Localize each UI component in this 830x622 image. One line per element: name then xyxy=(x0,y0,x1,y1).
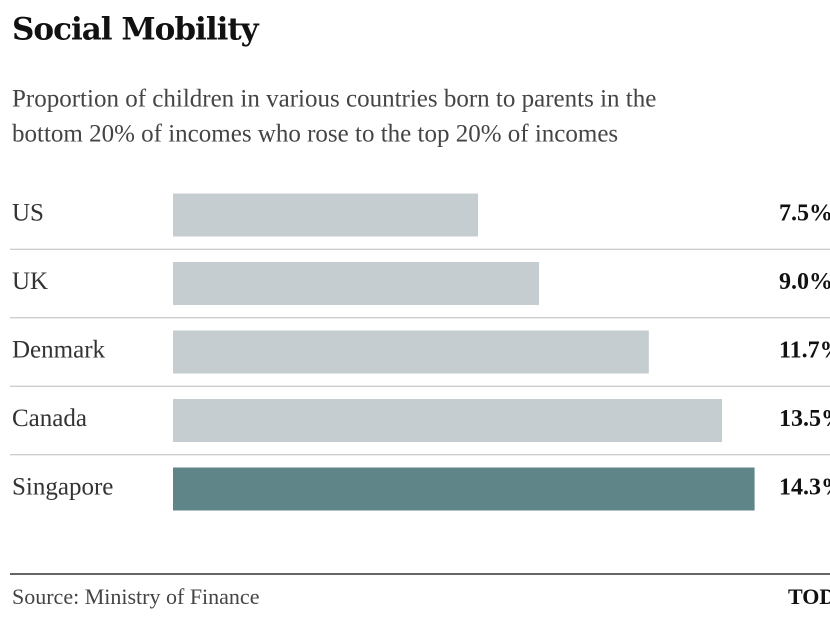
value-label: 11.7% xyxy=(779,338,830,364)
value-label: 14.3% xyxy=(779,475,830,501)
brand: TODAY xyxy=(788,584,830,609)
subtitle: Proportion of children in various countr… xyxy=(12,86,656,113)
bar xyxy=(173,193,479,237)
value-label: 9.0% xyxy=(779,269,830,295)
value-label: 7.5% xyxy=(779,201,830,227)
category-label: US xyxy=(12,200,44,227)
category-label: Singapore xyxy=(12,474,113,501)
bar xyxy=(173,330,649,374)
chart-title: Social Mobility xyxy=(12,12,260,48)
source: Source: Ministry of Finance xyxy=(12,584,259,609)
subtitle: bottom 20% of incomes who rose to the to… xyxy=(12,121,618,148)
category-label: Canada xyxy=(12,405,87,432)
value-label: 13.5% xyxy=(779,406,830,432)
bar xyxy=(173,467,755,511)
category-label: Denmark xyxy=(12,337,106,364)
bar xyxy=(173,399,723,442)
bar xyxy=(173,262,540,305)
category-label: UK xyxy=(12,268,48,295)
